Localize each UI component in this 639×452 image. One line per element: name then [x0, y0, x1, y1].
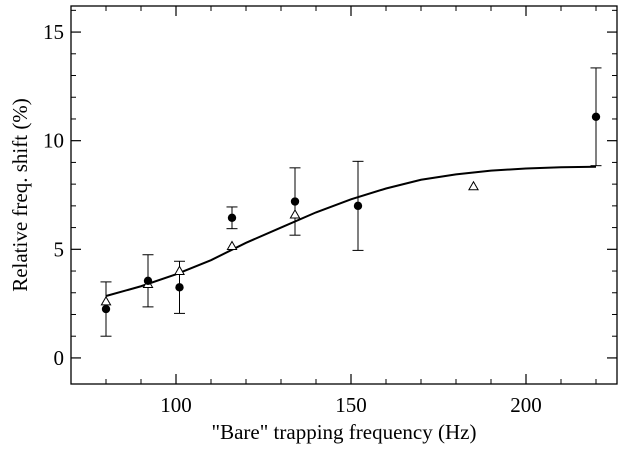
y-tick-label: 10	[43, 129, 64, 153]
plot-frame	[70, 5, 618, 385]
triangle-point	[174, 265, 185, 275]
triangle-point	[100, 295, 112, 306]
circle-point	[290, 197, 300, 206]
y-axis-label: Relative freq. shift (%)	[8, 98, 32, 292]
fit-curve	[105, 165, 597, 297]
data-marks	[100, 67, 602, 337]
x-axis-label: "Bare" trapping frequency (Hz)	[212, 420, 477, 444]
y-tick-label: 0	[54, 346, 65, 370]
triangle-point	[468, 180, 479, 191]
circle-point	[101, 304, 111, 314]
triangle-point	[226, 240, 238, 251]
circle-point	[143, 276, 153, 286]
circle-point	[227, 213, 237, 223]
y-tick-label: 15	[43, 20, 64, 44]
y-tick-label: 5	[54, 237, 65, 261]
circle-point	[175, 283, 184, 292]
axis-ticks: 100 150 200 0 5 10 15	[43, 6, 617, 417]
x-tick-label: 150	[335, 393, 367, 417]
circle-point	[591, 112, 601, 121]
circle-point	[353, 201, 363, 211]
x-tick-label: 200	[510, 393, 542, 417]
x-tick-label: 100	[160, 393, 192, 417]
triangle-point	[289, 208, 301, 219]
